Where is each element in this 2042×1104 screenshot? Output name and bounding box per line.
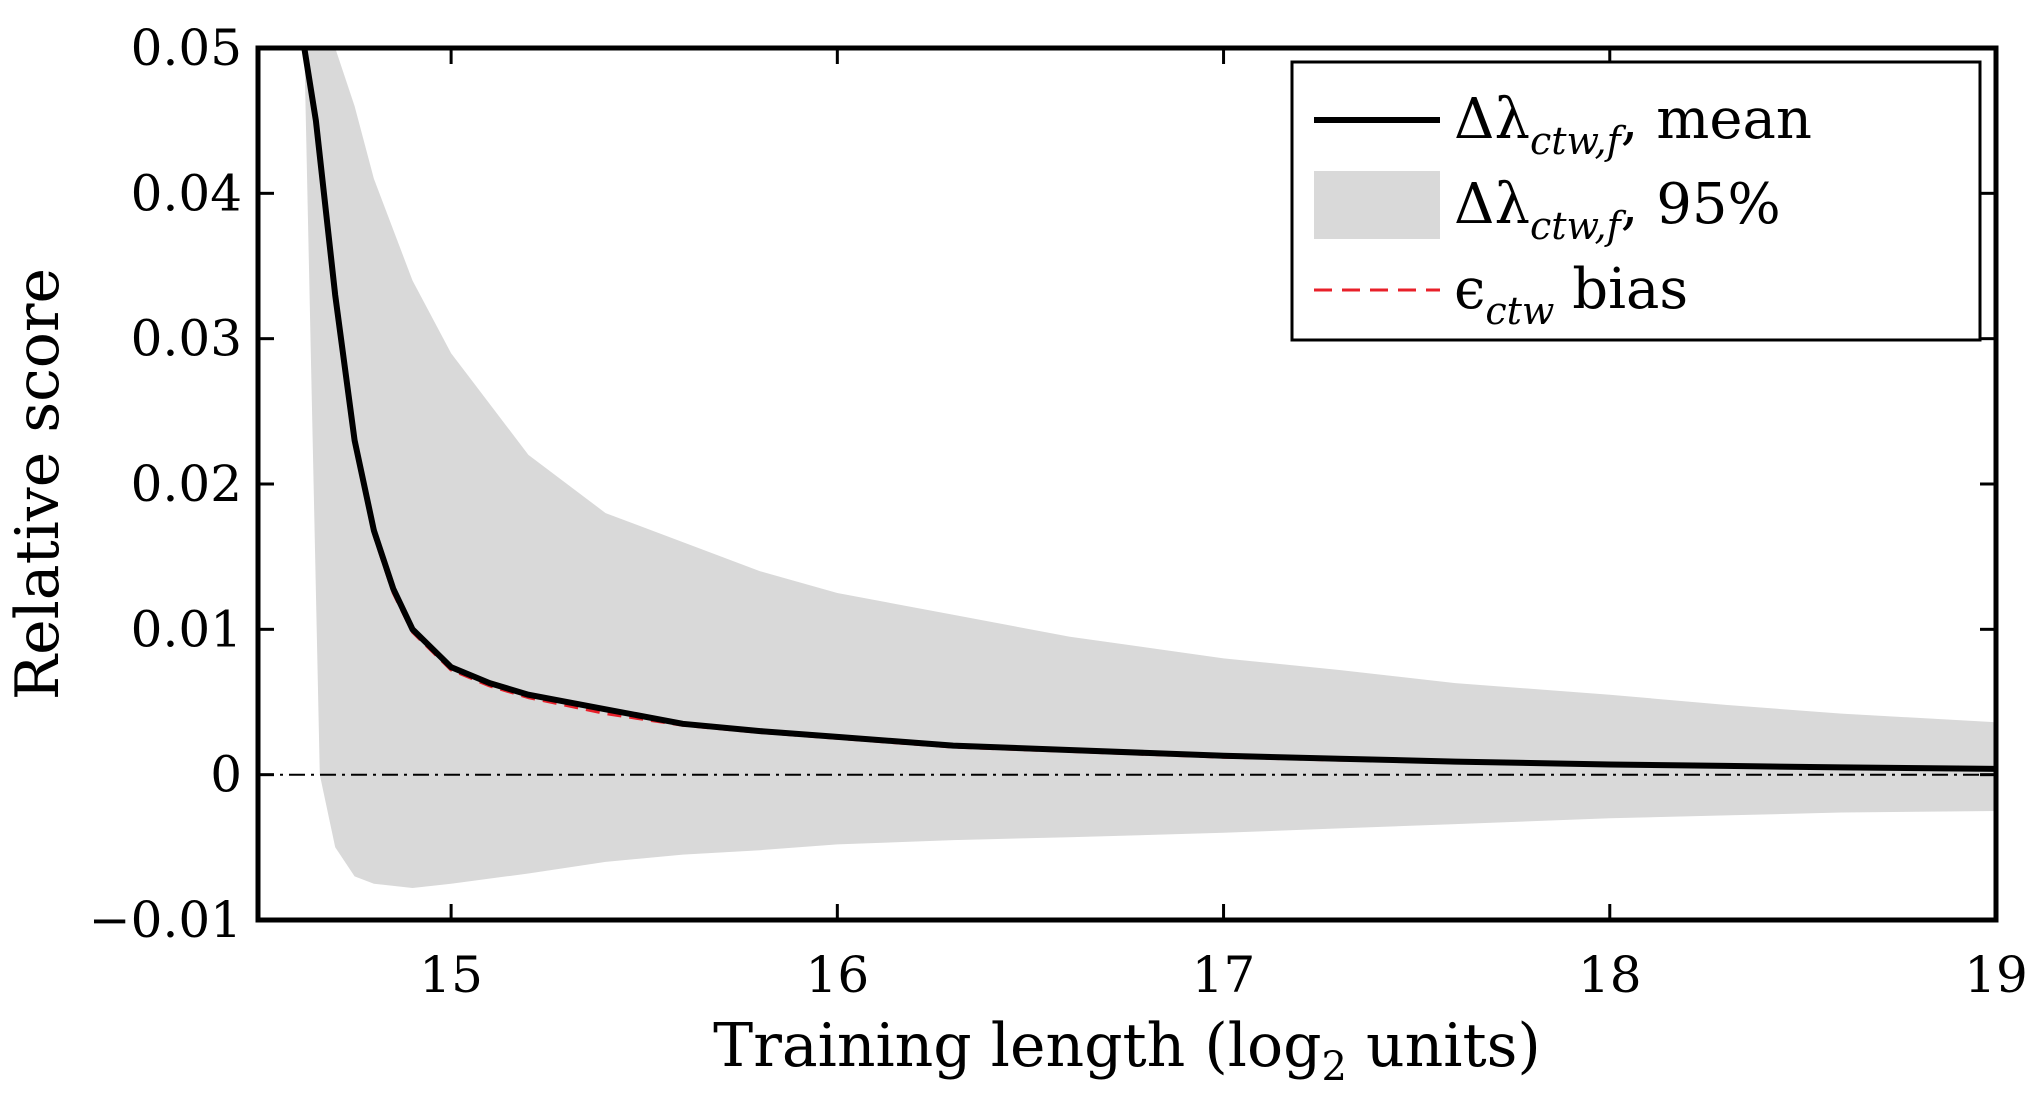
legend-label: Δλctw,f, mean <box>1454 87 1812 163</box>
x-tick-label: 15 <box>419 946 483 1004</box>
x-axis-label: Training length (log2 units) <box>713 1011 1541 1090</box>
legend-label: ϵctw bias <box>1454 257 1688 333</box>
axis-labels: Training length (log2 units) Relative sc… <box>3 268 1541 1090</box>
x-tick-label: 18 <box>1578 946 1642 1004</box>
mean-line <box>301 48 1996 772</box>
x-tick-label: 19 <box>1964 946 2028 1004</box>
y-tick-label: 0.01 <box>131 600 242 658</box>
y-tick-label: 0.02 <box>131 455 242 513</box>
legend: Δλctw,f, mean Δλctw,f, 95% ϵctw bias <box>1290 60 1982 342</box>
ticks: 15 16 17 18 19 −0.01 0 0.01 0.02 0.03 0.04 0.05 <box>89 19 2028 1004</box>
y-axis-label: Relative score <box>3 268 73 700</box>
y-tick-label: −0.01 <box>89 891 242 949</box>
confidence-band-95 <box>304 48 1996 888</box>
legend-label: Δλctw,f, 95% <box>1454 172 1781 248</box>
y-tick-label: 0.04 <box>131 164 242 222</box>
x-tick-label: 17 <box>1192 946 1256 1004</box>
plot-area <box>258 48 1996 888</box>
y-tick-label: 0 <box>210 746 242 804</box>
x-tick-label: 16 <box>806 946 870 1004</box>
y-tick-label: 0.05 <box>131 19 242 77</box>
y-tick-label: 0.03 <box>131 310 242 368</box>
legend-swatch-band <box>1314 171 1440 239</box>
